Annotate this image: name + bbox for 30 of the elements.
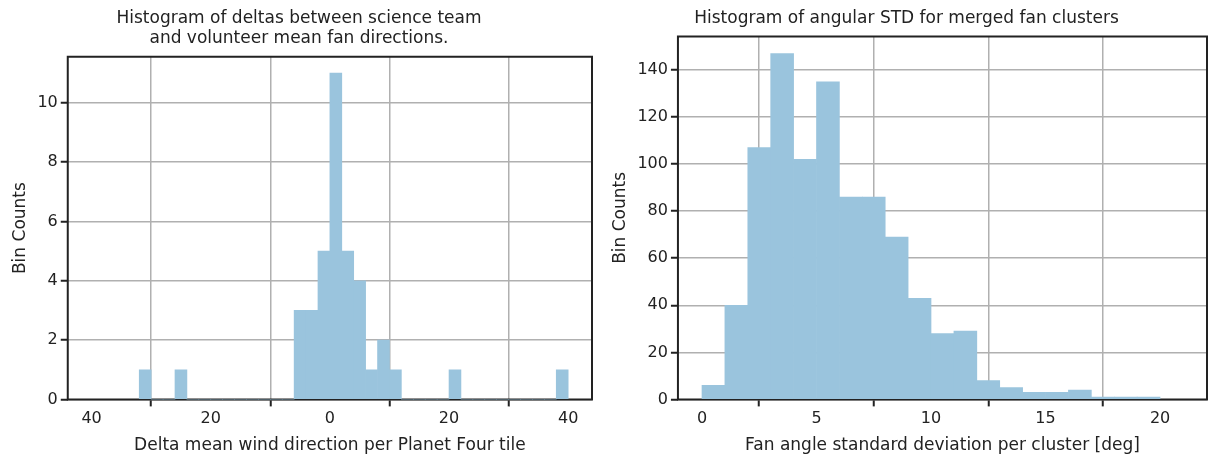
x-tick-label: 20 (438, 408, 460, 428)
x-tick-label: 15 (1035, 408, 1056, 428)
y-tick-label: 80 (647, 200, 668, 220)
y-tick-label: 10 (37, 91, 58, 111)
y-tick-label: 20 (647, 341, 668, 361)
y-axis-title: Bin Counts (8, 182, 29, 275)
y-tick-label: 0 (657, 388, 668, 408)
y-axis-title: Bin Counts (608, 171, 629, 264)
y-tick-label: 120 (637, 106, 668, 126)
chart-title: Histogram of deltas between science team and volunteer mean fan directions. (116, 6, 482, 48)
y-tick-label: 6 (47, 210, 58, 230)
y-tick-label: 2 (47, 329, 58, 349)
x-tick-label: 40 (557, 408, 579, 428)
x-axis-title: Delta mean wind direction per Planet Four tile (134, 434, 526, 455)
y-tick-label: 60 (647, 247, 668, 267)
x-tick-label: 40 (81, 408, 102, 428)
x-tick-label: 0 (696, 408, 708, 428)
x-tick-label: 20 (1149, 408, 1171, 428)
x-tick-label: 5 (811, 408, 822, 428)
y-tick-label: 40 (647, 294, 668, 314)
y-tick-label: 140 (637, 59, 668, 79)
x-tick-label: 20 (200, 408, 221, 428)
x-tick-label: 10 (920, 408, 942, 428)
y-tick-label: 0 (47, 388, 58, 408)
x-axis-title: Fan angle standard deviation per cluster [deg] (745, 434, 1140, 455)
x-tick-label: 0 (324, 408, 335, 428)
y-tick-label: 100 (637, 153, 668, 173)
y-tick-label: 4 (47, 269, 58, 289)
chart-title: Histogram of angular STD for merged fan clusters (694, 6, 1119, 27)
y-tick-label: 8 (47, 151, 58, 171)
